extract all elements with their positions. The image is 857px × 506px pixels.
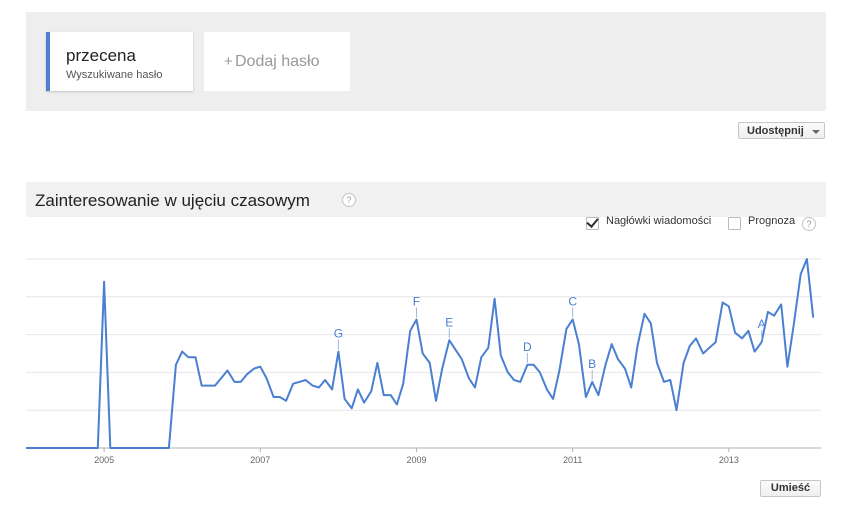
help-icon[interactable]: ? [342,193,356,207]
annotation-label: G [334,327,343,341]
share-button[interactable]: Udostępnij [738,122,825,139]
search-term-name: przecena [66,46,136,65]
plus-icon: + [224,53,233,70]
x-tick-label: 2005 [94,455,114,465]
x-tick-label: 2013 [719,455,739,465]
annotation-label: B [588,357,596,371]
chevron-down-icon [812,130,820,134]
annotation-label: C [568,294,577,308]
annotation-label: F [413,294,420,308]
forecast-help-icon[interactable]: ? [802,217,816,231]
news-headlines-checkbox[interactable] [586,215,599,230]
annotation-label: D [523,340,532,354]
x-tick-label: 2011 [563,455,582,465]
forecast-checkbox[interactable] [728,217,741,230]
embed-button-label: Umieść [770,482,811,494]
search-term-card[interactable]: przecena Wyszukiwane hasło [46,32,193,91]
search-term-subtitle: Wyszukiwane hasło [66,69,163,81]
x-tick-label: 2009 [406,455,426,465]
section-title: Zainteresowanie w ujęciu czasowym [35,191,310,210]
share-button-label: Udostępnij [747,125,804,137]
series-line [26,258,815,449]
annotation-label: E [445,315,453,329]
forecast-label: Prognoza [748,215,796,227]
news-headlines-label: Nagłówki wiadomości [606,215,712,227]
embed-button[interactable]: Umieść [760,480,821,497]
annotation-label: A [758,317,766,331]
search-terms-panel: przecena Wyszukiwane hasło + Dodaj hasło [26,12,826,111]
add-term-label: Dodaj hasło [235,53,320,70]
add-term-button[interactable]: + Dodaj hasło [204,32,350,91]
interest-over-time-header: Zainteresowanie w ujęciu czasowym ? [26,182,826,217]
x-tick-label: 2007 [250,455,270,465]
